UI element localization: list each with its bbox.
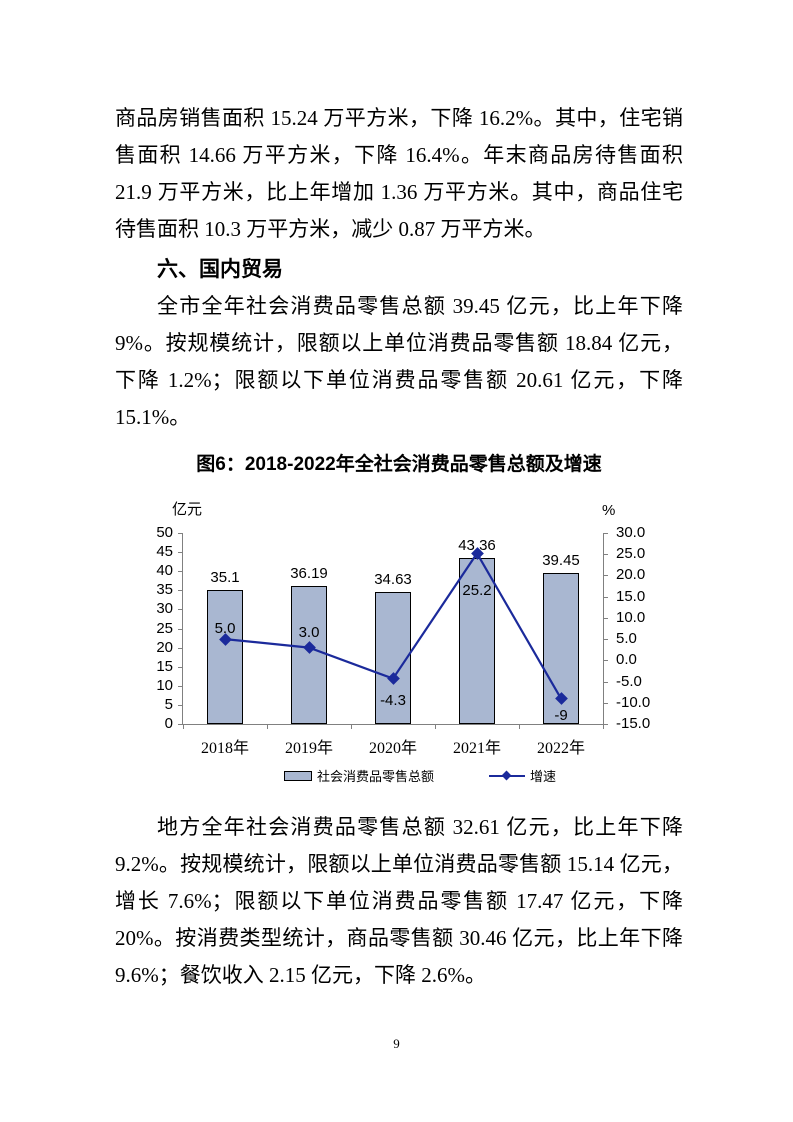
right-axis-tick [604, 702, 608, 704]
chart-legend: 社会消费品零售总额 增速 [150, 766, 690, 785]
line-value-label: 25.2 [462, 582, 492, 600]
left-axis-tick-label: 50 [156, 524, 173, 541]
right-axis-tick-label: 20.0 [616, 566, 646, 584]
right-axis-tick [604, 724, 608, 725]
right-axis-tick-label: -5.0 [616, 672, 642, 690]
paragraph-local-retail: 地方全年社会消费品零售总额 32.61 亿元，比上年下降 9.2%。按规模统计，… [115, 815, 683, 987]
bar-2018年 [207, 589, 243, 724]
left-axis-tick-label: 15 [156, 657, 173, 675]
legend-line-sample [489, 770, 525, 781]
bottom-axis-tick [183, 725, 184, 729]
right-axis-tick-label: 0.0 [616, 651, 637, 669]
bar-value-label: 36.19 [290, 564, 328, 582]
legend-label: 社会消费品零售总额 [316, 769, 434, 784]
bar-value-label: 39.45 [542, 552, 580, 570]
bar-2020年 [375, 591, 411, 724]
category-label: 2019年 [284, 740, 333, 757]
bottom-axis-tick [519, 725, 520, 729]
left-axis-tick [178, 685, 182, 687]
chart-title: 图6：2018-2022年全社会消费品零售总额及增速 [196, 454, 602, 475]
right-axis-tick [604, 617, 608, 619]
legend-item-bar: 社会消费品零售总额 [283, 766, 434, 785]
line-value-label: -9 [554, 706, 568, 724]
right-axis-tick [604, 596, 608, 598]
left-axis-tick-label: 45 [156, 543, 173, 561]
bottom-axis-tick [351, 725, 352, 729]
legend-item-line: 增速 [489, 766, 556, 785]
legend-line-marker [501, 770, 512, 781]
left-axis-tick [178, 609, 182, 611]
left-axis-tick [178, 590, 182, 592]
category-label: 2018年 [200, 740, 249, 757]
right-axis-tick-label: 30.0 [616, 524, 646, 541]
left-axis-tick-label: 5 [164, 695, 173, 713]
bar-2021年 [459, 558, 495, 724]
left-axis-tick [178, 628, 182, 630]
left-axis-tick [178, 666, 182, 668]
right-axis-tick [604, 681, 608, 683]
bar-value-label: 43.36 [442, 537, 512, 554]
left-axis-tick [178, 724, 182, 725]
right-axis-tick-label: 15.0 [616, 587, 646, 605]
left-axis-tick [178, 704, 182, 706]
bottom-axis-tick [435, 725, 436, 729]
right-axis-unit-label: % [602, 502, 616, 519]
category-label: 2022年 [536, 740, 585, 757]
bottom-axis-tick [267, 725, 268, 729]
bar-value-label: 35.1 [210, 568, 240, 586]
right-axis-tick-label: 10.0 [616, 608, 646, 626]
left-axis-tick [178, 533, 182, 534]
line-value-label: 5.0 [214, 620, 236, 638]
legend-bar-swatch [283, 770, 312, 781]
left-axis-tick [178, 552, 182, 554]
right-axis-tick-label: 25.0 [616, 545, 646, 563]
right-axis-tick-label: 5.0 [616, 630, 637, 648]
paragraph-citywide-retail: 全市全年社会消费品零售总额 39.45 亿元，比上年下降 9%。按规模统计，限额… [115, 294, 683, 429]
legend-label: 增速 [530, 769, 557, 784]
left-axis-tick [178, 571, 182, 573]
right-axis-tick [604, 660, 608, 662]
bottom-axis-tick [603, 725, 604, 729]
left-axis-line [182, 533, 183, 725]
category-label: 2021年 [452, 740, 501, 757]
right-axis-line [603, 533, 604, 725]
line-value-label: -4.3 [380, 691, 406, 709]
category-label: 2020年 [368, 740, 417, 757]
plot-area: 0 5 10 15 20 25 30 35 40 45 50 -15.0 -10.0 -5.0 0.0 5.0… [156, 524, 650, 757]
right-axis-tick-label: -10.0 [616, 693, 651, 711]
right-axis-tick [604, 575, 608, 577]
left-axis-tick-label: 40 [156, 562, 173, 580]
right-axis-tick-label: -15.0 [616, 715, 651, 732]
bar-value-label: 34.63 [374, 570, 412, 588]
line-value-label: 3.0 [298, 623, 320, 641]
left-axis-tick-label: 35 [156, 581, 173, 599]
left-axis-tick-label: 10 [156, 676, 173, 694]
left-axis-tick-label: 30 [156, 600, 173, 618]
left-axis-unit-label: 亿元 [172, 502, 203, 518]
left-axis-tick [178, 647, 182, 649]
paragraph-real-estate: 商品房销售面积 15.24 万平方米，下降 16.2%。其中，住宅销售面积 14… [115, 106, 683, 241]
left-axis-tick-label: 25 [156, 619, 173, 637]
right-axis-tick [604, 554, 608, 556]
left-axis-tick-label: 20 [156, 638, 173, 656]
right-axis-tick [604, 639, 608, 641]
right-axis-tick [604, 533, 608, 534]
section-heading-domestic-trade: 六、国内贸易 [157, 257, 283, 281]
page-number: 9 [393, 1036, 400, 1051]
bottom-axis-line [182, 724, 604, 725]
left-axis-tick-label: 0 [164, 715, 173, 732]
retail-sales-chart: 亿元 % 0 5 10 15 20 25 30 35 40 45 50 -15.0 -10.0 -5.0 0… [150, 490, 690, 810]
